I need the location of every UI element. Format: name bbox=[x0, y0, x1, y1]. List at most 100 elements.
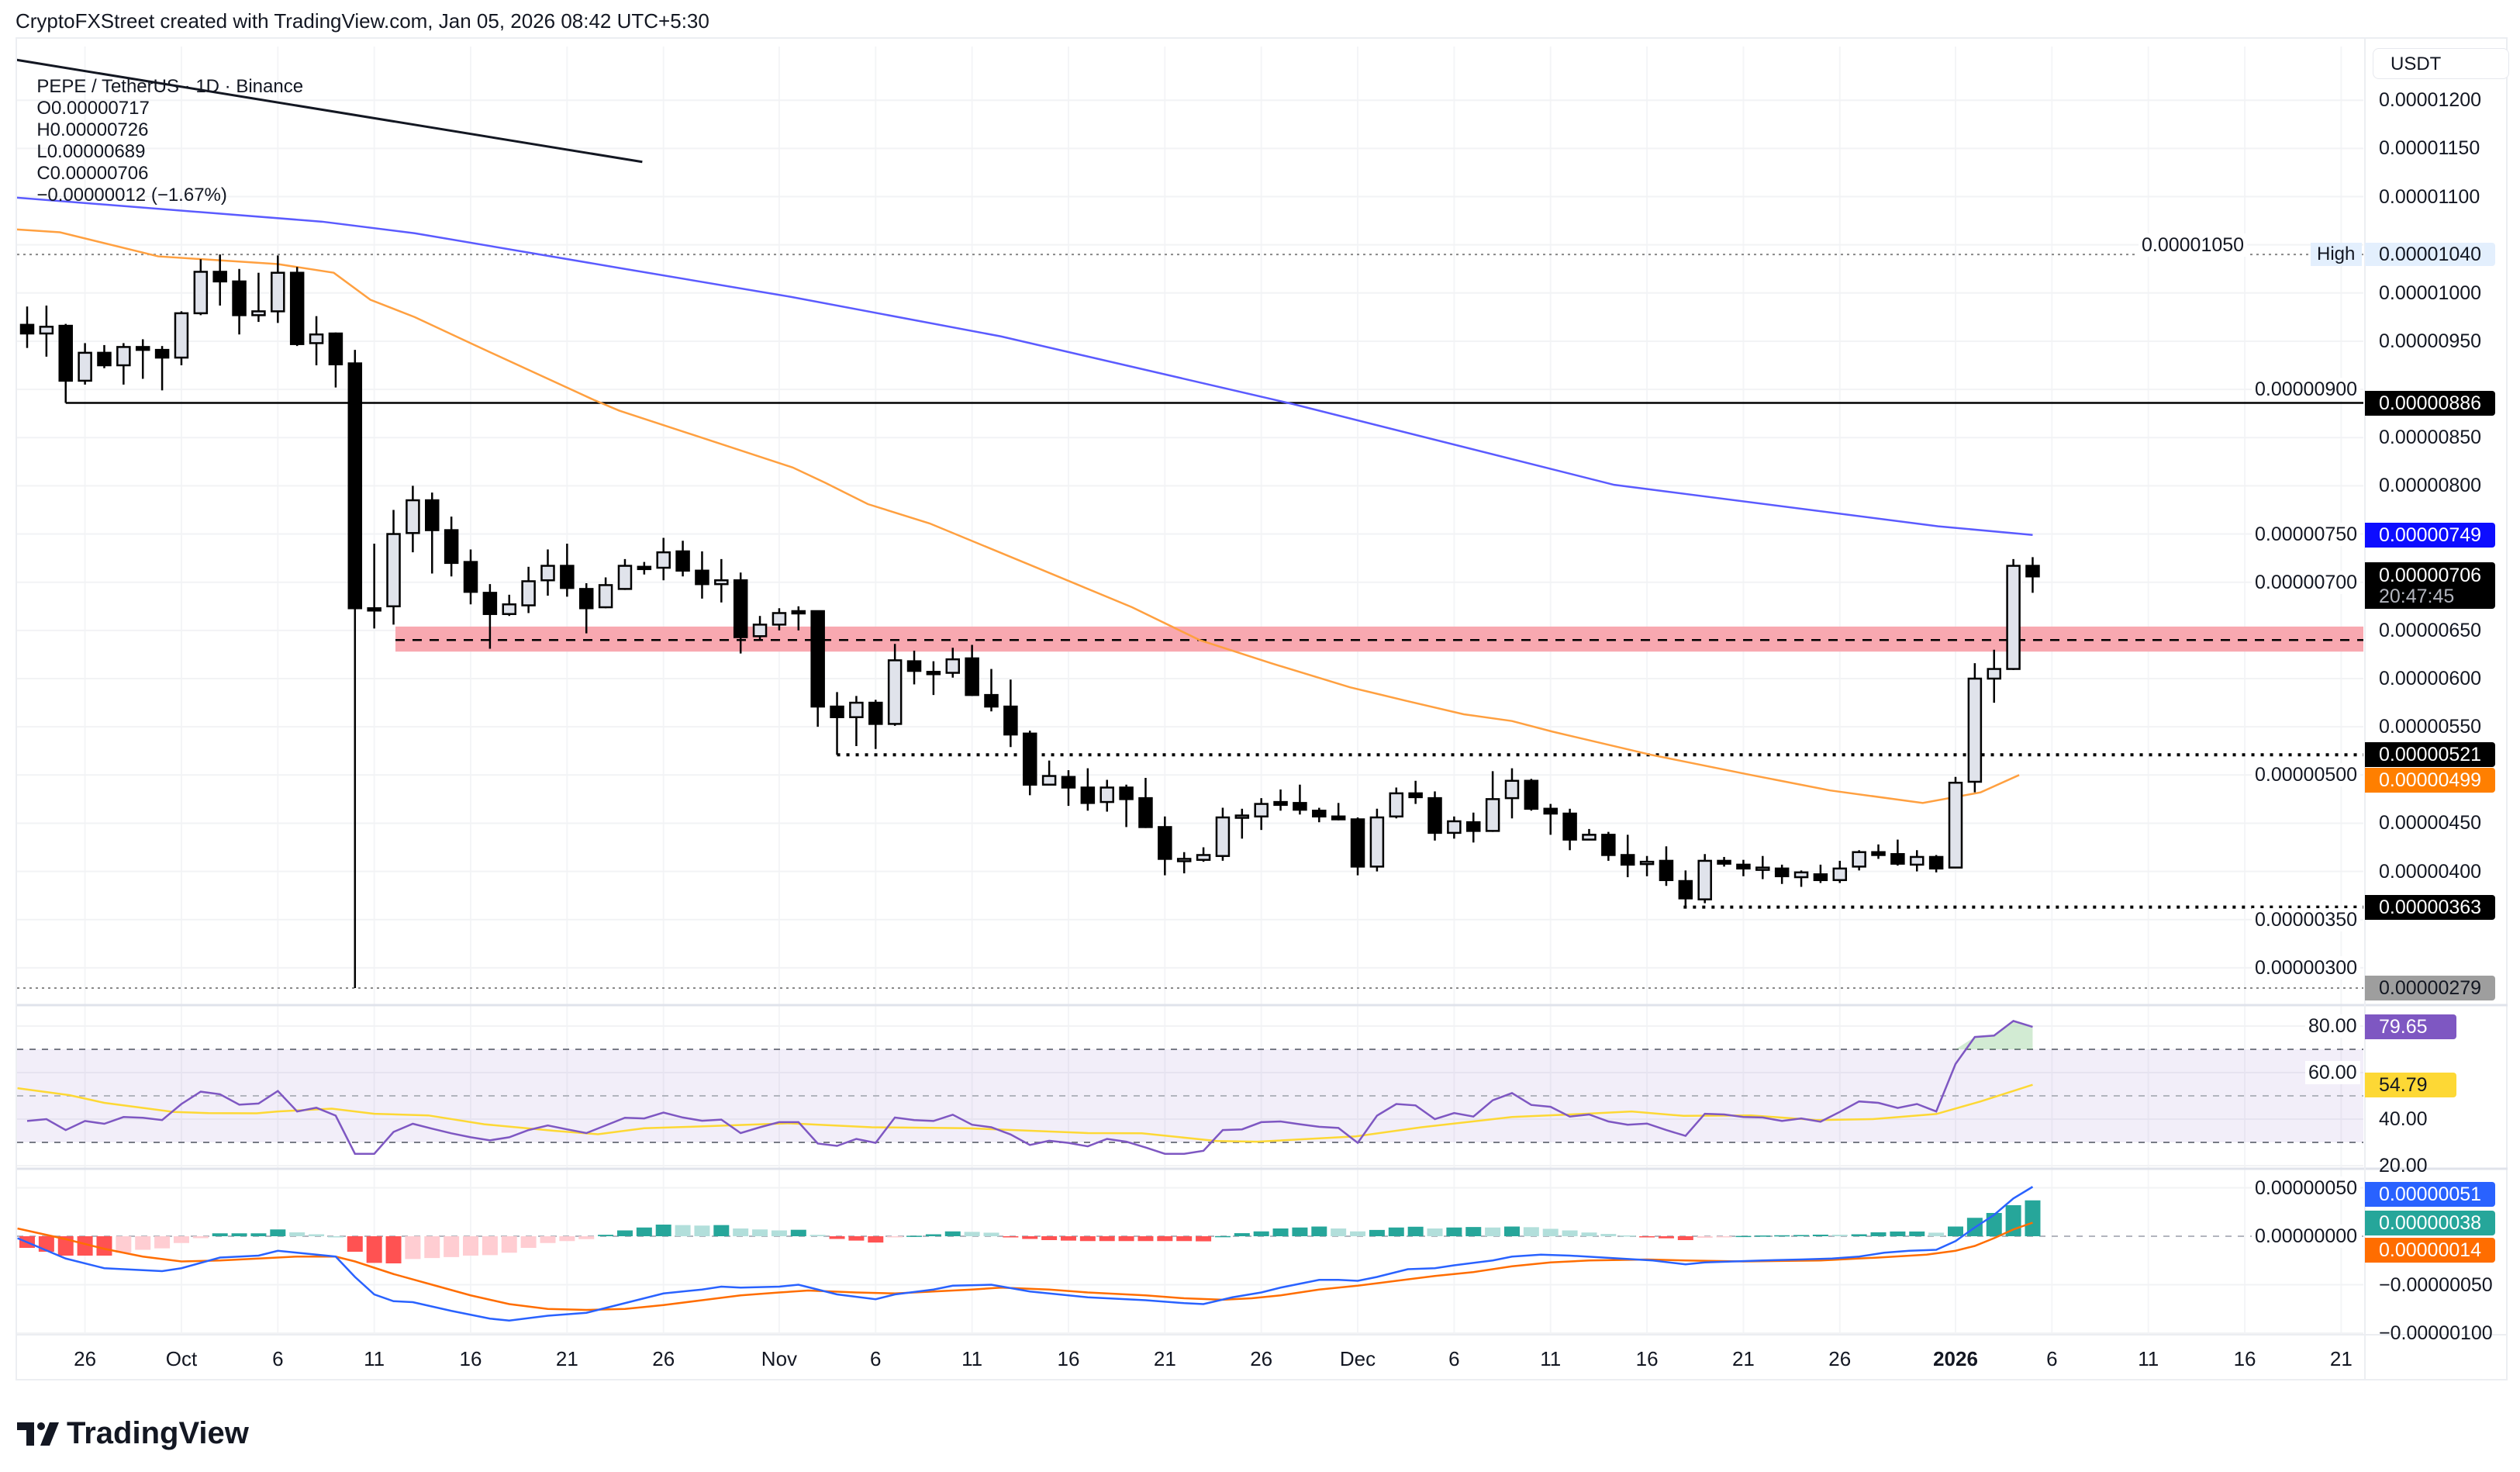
rsi-axis-label: 40.00 bbox=[2379, 1108, 2428, 1130]
macd-histogram-bar bbox=[1465, 1227, 1482, 1236]
candle-down bbox=[810, 610, 825, 708]
macd-histogram-bar bbox=[1041, 1236, 1058, 1240]
macd-histogram-bar bbox=[1774, 1235, 1790, 1237]
candle-up bbox=[714, 579, 729, 586]
macd-histogram-bar bbox=[405, 1236, 421, 1259]
macd-histogram-bar bbox=[1253, 1231, 1269, 1236]
candle-up bbox=[1254, 803, 1269, 817]
macd-histogram-bar bbox=[1600, 1234, 1617, 1236]
macd-histogram-bar bbox=[906, 1235, 923, 1237]
macd-histogram-bar bbox=[1118, 1236, 1134, 1242]
price-axis-label: 0.00001000 bbox=[2379, 282, 2482, 304]
candle-up bbox=[2006, 565, 2021, 670]
price-axis-label: 0.00000800 bbox=[2379, 475, 2482, 497]
time-axis-label: 26 bbox=[1828, 1347, 1852, 1370]
candle-up bbox=[540, 565, 555, 582]
price-axis-label: 0.00000850 bbox=[2379, 427, 2482, 449]
last-price-value: 0.00000706 bbox=[2379, 565, 2482, 587]
macd-histogram-bar bbox=[1909, 1231, 1925, 1236]
macd-histogram-bar bbox=[1234, 1233, 1250, 1236]
legend-symbol[interactable]: PEPE / TetherUS · 1D · Binance bbox=[36, 76, 304, 97]
candle-down bbox=[965, 657, 979, 696]
candle-up bbox=[39, 326, 54, 335]
candle-up bbox=[1041, 775, 1057, 786]
main-pane bbox=[17, 58, 2363, 990]
time-axis-label: 21 bbox=[555, 1347, 578, 1370]
macd-histogram-bar bbox=[1948, 1226, 1963, 1236]
candle-down bbox=[328, 332, 343, 366]
candle-down bbox=[1408, 792, 1423, 799]
macd-histogram-bar bbox=[1793, 1235, 1810, 1236]
macd-histogram-bar bbox=[154, 1236, 171, 1249]
macd-histogram-bar bbox=[1446, 1227, 1462, 1236]
macd-histogram-bar bbox=[289, 1232, 306, 1236]
macd-histogram-bar bbox=[1735, 1235, 1752, 1238]
tradingview-logo[interactable]: TradingView bbox=[17, 1416, 249, 1451]
price-axis-label: 0.00000450 bbox=[2379, 812, 2482, 834]
macd-histogram-bar bbox=[733, 1228, 749, 1236]
macd-histogram-bar bbox=[694, 1225, 710, 1236]
price-axis-label: 0.00000900 bbox=[2252, 378, 2361, 402]
candle-up bbox=[656, 551, 671, 569]
time-axis-label: 2026 bbox=[1933, 1347, 1978, 1370]
macd-axis-label: 0.00000050 bbox=[2252, 1176, 2361, 1200]
bar-countdown: 20:47:45 bbox=[2379, 586, 2455, 608]
macd-histogram-bar bbox=[1928, 1232, 1945, 1236]
time-axis-label: 11 bbox=[2138, 1347, 2159, 1370]
candle-down bbox=[560, 565, 575, 589]
macd-histogram-bar bbox=[1716, 1236, 1732, 1238]
candle-up bbox=[1215, 816, 1231, 857]
time-axis-label: Nov bbox=[761, 1347, 798, 1370]
macd-histogram-bar bbox=[1003, 1236, 1019, 1238]
macd-histogram-bar bbox=[327, 1236, 343, 1238]
macd-histogram-bar bbox=[1755, 1235, 1771, 1237]
candle-up bbox=[78, 351, 92, 382]
symbol-legend: PEPE / TetherUS · 1D · Binance O0.000007… bbox=[26, 54, 312, 206]
price-axis-label: 0.00000600 bbox=[2379, 668, 2482, 689]
candle-up bbox=[1504, 779, 1520, 800]
candle-up bbox=[271, 271, 285, 313]
candle-up bbox=[1832, 867, 1848, 882]
macd-histogram-bar bbox=[944, 1231, 961, 1236]
candle-down bbox=[425, 499, 440, 531]
time-axis-label: 6 bbox=[272, 1347, 284, 1370]
candle-down bbox=[135, 346, 150, 351]
macd-histogram-bar bbox=[2025, 1200, 2041, 1236]
candle-down bbox=[578, 588, 594, 610]
macd-axis-label: −0.00000100 bbox=[2379, 1322, 2493, 1344]
macd-histogram-bar bbox=[444, 1236, 460, 1257]
macd-histogram-bar bbox=[1542, 1228, 1559, 1236]
candle-down bbox=[1871, 851, 1886, 856]
time-axis-label: 6 bbox=[1448, 1347, 1460, 1370]
macd-histogram-bar bbox=[713, 1225, 730, 1236]
macd-histogram-bar bbox=[1022, 1236, 1038, 1239]
macd-histogram-bar bbox=[1503, 1226, 1520, 1236]
macd-histogram-bar bbox=[1851, 1234, 1867, 1236]
candle-up bbox=[617, 565, 633, 590]
price-level-badge: 0.00000749 bbox=[2365, 522, 2495, 548]
currency-button[interactable]: USDT bbox=[2373, 48, 2509, 79]
legend-low: L0.00000689 bbox=[36, 141, 146, 162]
candle-down bbox=[1350, 818, 1365, 868]
candle-up bbox=[772, 612, 787, 626]
candle-up bbox=[945, 658, 961, 674]
macd-value-badge: 0.00000014 bbox=[2365, 1238, 2495, 1263]
macd-histogram-bar bbox=[1060, 1236, 1076, 1241]
macd-signal-line bbox=[17, 1221, 2033, 1311]
candle-up bbox=[193, 271, 209, 315]
rsi-pane bbox=[17, 1020, 2363, 1155]
macd-histogram-bar bbox=[347, 1236, 363, 1252]
candle-up bbox=[502, 603, 516, 615]
macd-histogram-bar bbox=[1099, 1236, 1115, 1242]
candle-down bbox=[1774, 867, 1790, 878]
macd-histogram-bar bbox=[1485, 1227, 1501, 1236]
rsi-band bbox=[17, 1049, 2363, 1142]
candle-down bbox=[1659, 859, 1674, 882]
candle-up bbox=[887, 659, 903, 725]
macd-histogram-bar bbox=[1831, 1235, 1848, 1236]
candle-down bbox=[1061, 776, 1076, 789]
candle-down bbox=[97, 351, 112, 367]
macd-histogram-bar bbox=[1407, 1226, 1424, 1236]
macd-histogram-bar bbox=[983, 1232, 999, 1236]
